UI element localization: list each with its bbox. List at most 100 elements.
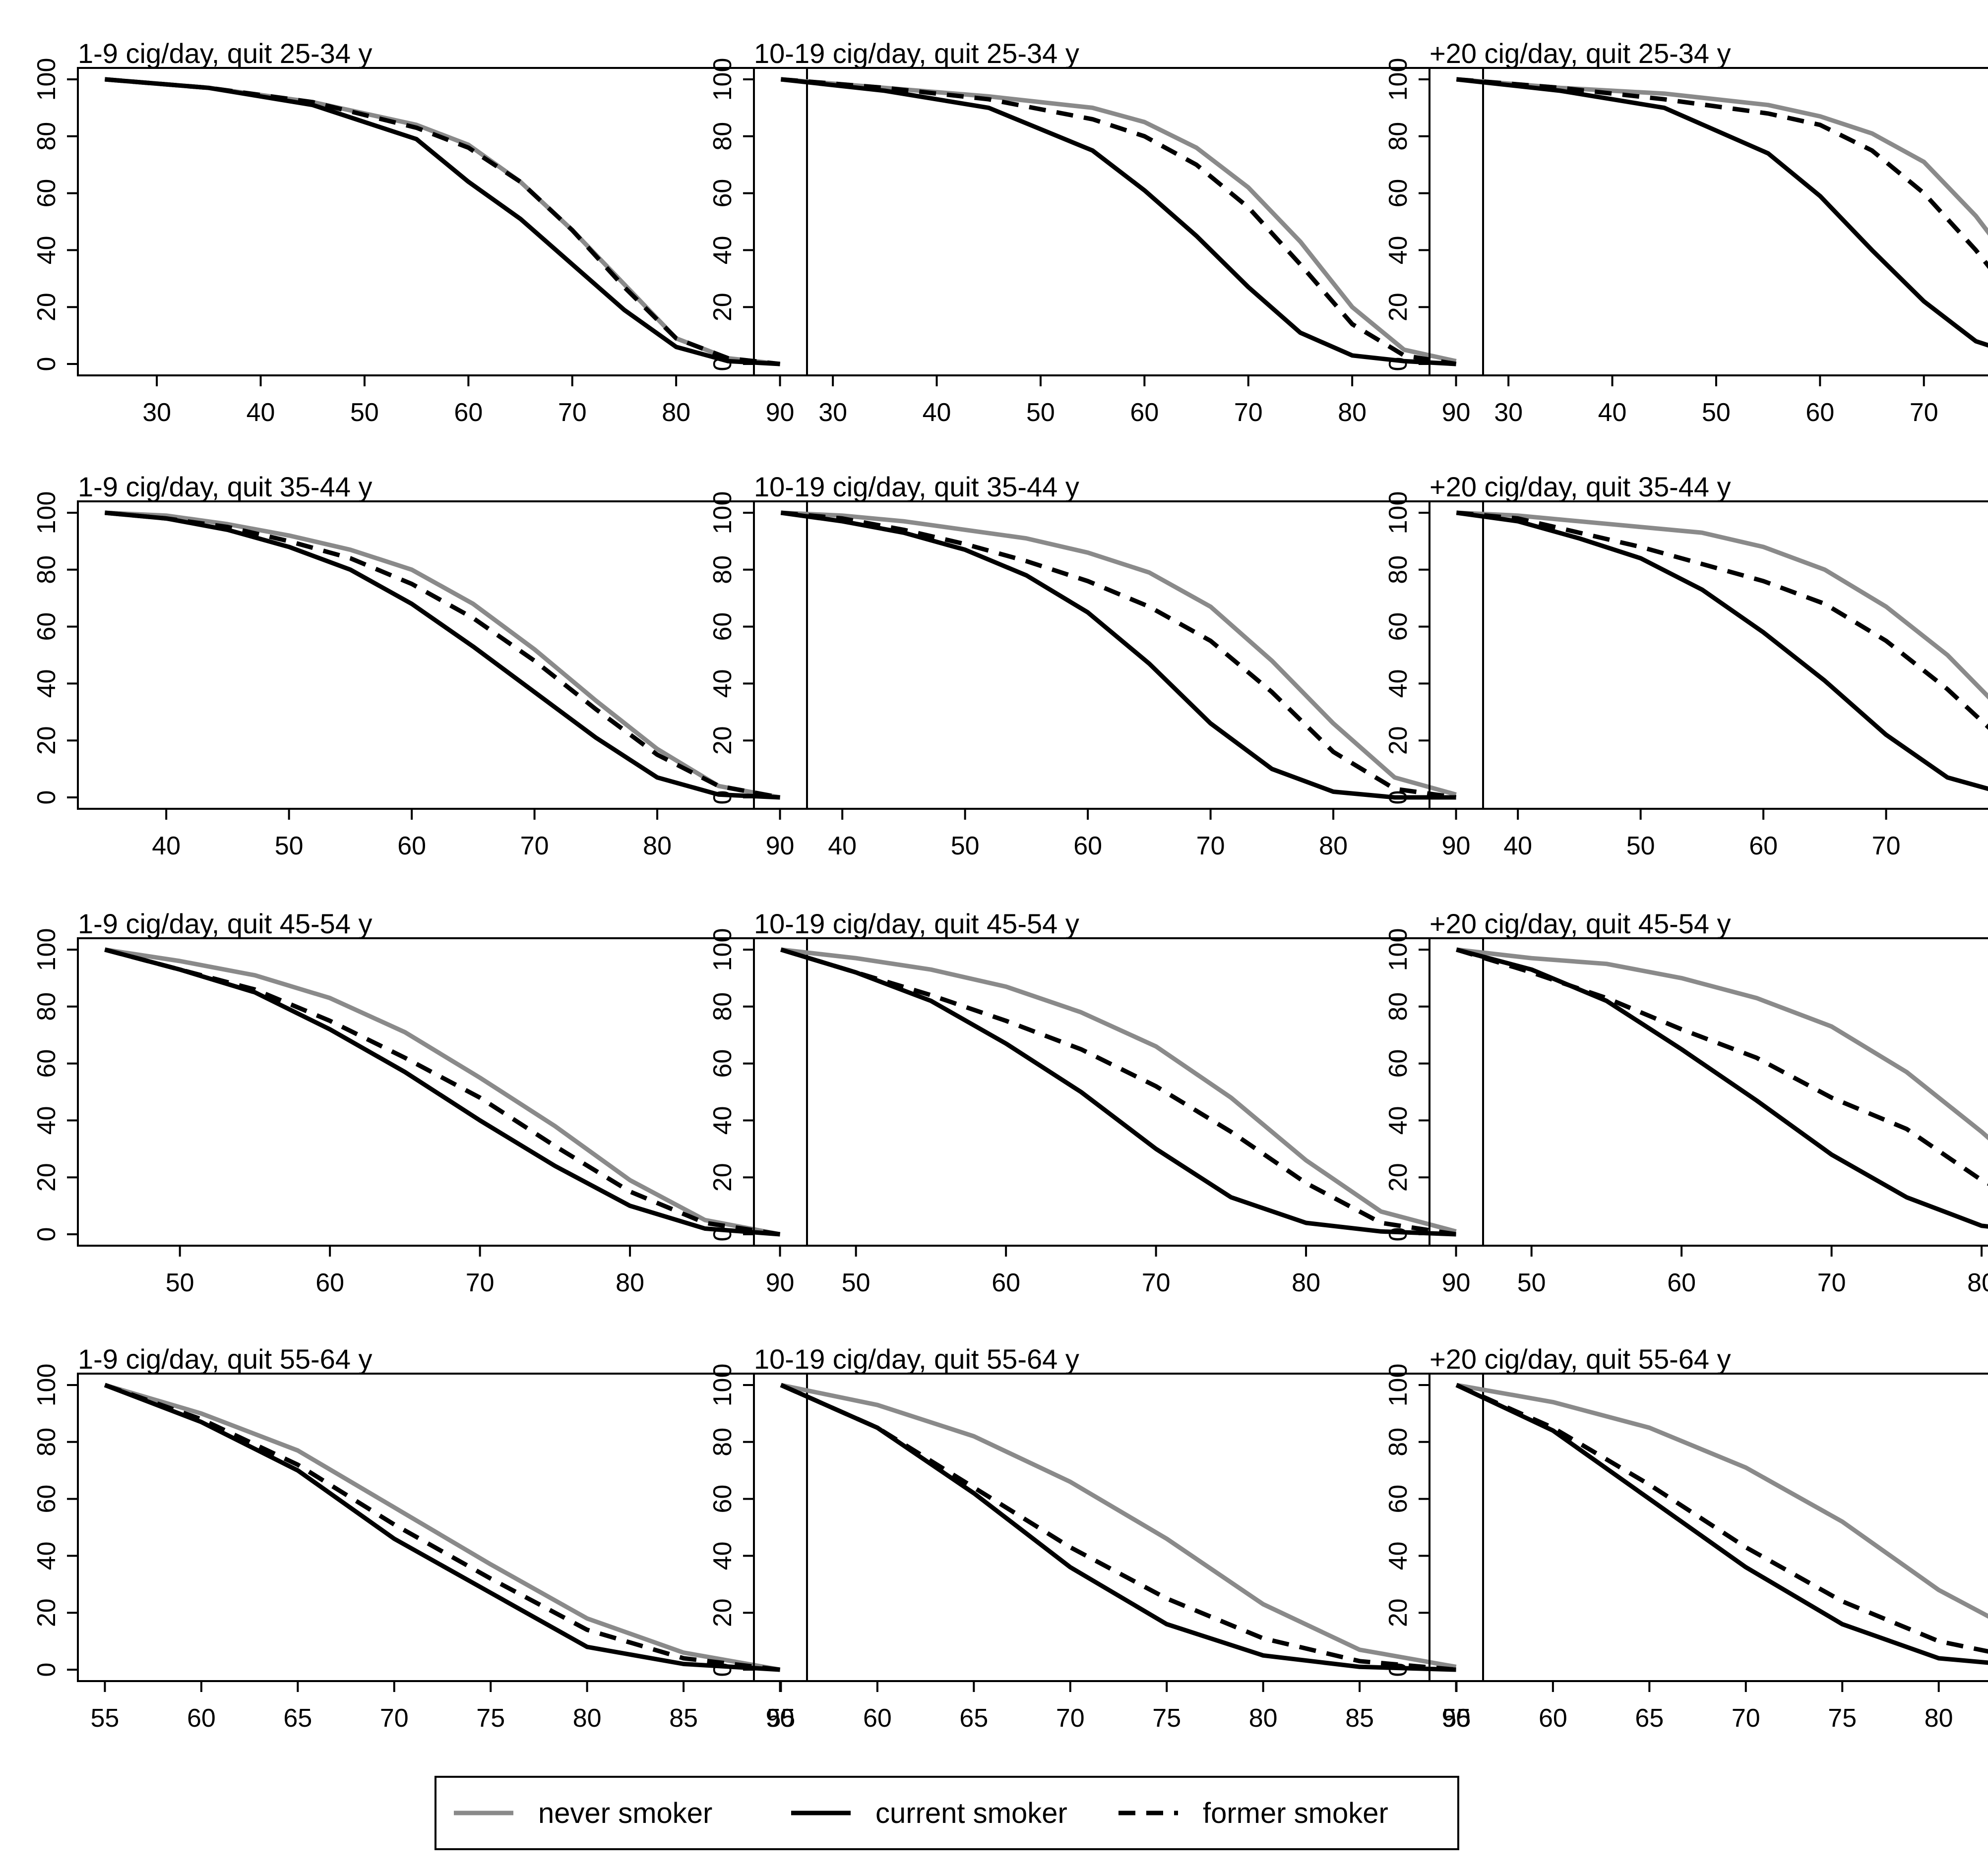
y-tick-label: 0 [708,357,737,371]
x-tick-label: 40 [152,832,181,860]
series-line-current [104,510,780,800]
x-tick-label: 60 [454,398,483,427]
y-tick-label: 20 [32,726,61,755]
y-tick-label: 60 [1384,1049,1413,1078]
plot-frame [1429,500,1988,810]
y-tick-label: 40 [32,669,61,698]
x-tick-label: 40 [1598,398,1627,427]
series-line-never [780,947,1457,1234]
panel-10: 1-9 cig/day, quit 55-64 y 55 60 65 70 75 80 85 9… [32,1343,808,1733]
y-tick-label: 80 [708,122,737,151]
y-tick-label: 80 [1384,122,1413,151]
series-line-current [105,77,780,366]
series-line-never [1456,510,1988,700]
series-line-former [1456,510,1988,730]
x-tick-label: 50 [1626,832,1655,860]
x-tick-label: 90 [1442,1704,1471,1733]
plot-frame [753,1373,1484,1682]
plot-frame [1429,937,1988,1247]
series-line-never [781,77,1457,363]
y-tick-label: 0 [32,1663,61,1677]
panel-title: 1-9 cig/day, quit 25-34 y [78,38,373,69]
y-tick-label: 80 [708,1428,737,1456]
panel-title: 10-19 cig/day, quit 25-34 y [754,38,1079,69]
x-tick-label: 90 [766,832,795,860]
x-tick-label: 60 [1749,832,1778,860]
series-line-former [105,77,781,366]
y-tick-label: 40 [708,669,737,698]
series-line-former [104,1383,781,1672]
legend-label-former: former smoker [1203,1797,1388,1829]
panel-title: 1-9 cig/day, quit 55-64 y [78,1343,373,1375]
x-tick-label: 80 [1319,832,1348,860]
x-tick-label: 30 [818,398,847,427]
plot-frame [77,937,808,1247]
y-tick-label: 80 [1384,555,1413,584]
x-tick-label: 80 [573,1704,602,1733]
x-tick-label: 70 [1732,1704,1760,1733]
y-tick-label: 0 [32,790,61,805]
x-tick-label: 50 [275,832,304,860]
y-tick-label: 60 [708,1485,737,1513]
x-tick-label: 60 [1130,398,1159,427]
x-tick-label: 70 [1872,832,1901,860]
x-tick-label: 60 [863,1704,892,1733]
legend-label-current: current smoker [875,1797,1067,1829]
series-line-former [780,1383,1456,1672]
x-tick-label: 80 [662,398,690,427]
panel-title: 10-19 cig/day, quit 45-54 y [754,908,1079,939]
y-tick-label: 100 [32,58,61,101]
y-tick-label: 80 [1384,1428,1413,1456]
y-tick-label: 60 [32,1049,61,1078]
y-tick-label: 60 [32,179,61,208]
series-line-never [780,1383,1457,1669]
plot-frame [77,67,808,376]
legend-box [435,1776,1459,1850]
x-tick-label: 50 [350,398,379,427]
x-tick-label: 70 [466,1268,495,1297]
y-tick-label: 60 [32,1485,61,1513]
y-tick-label: 0 [1384,790,1413,805]
x-tick-label: 80 [1925,1704,1953,1733]
y-tick-label: 80 [708,555,737,584]
x-tick-label: 60 [1805,398,1834,427]
y-tick-label: 60 [32,612,61,641]
series-line-former [780,947,1457,1237]
panel-title: 1-9 cig/day, quit 35-44 y [78,471,373,502]
y-tick-label: 20 [1384,1598,1413,1627]
x-tick-label: 60 [1539,1704,1567,1733]
panel-title: +20 cig/day, quit 55-64 y [1429,1343,1731,1375]
x-tick-label: 80 [616,1268,644,1297]
series-line-current [104,1383,780,1672]
y-tick-label: 100 [1384,491,1413,535]
x-tick-label: 70 [558,398,587,427]
y-tick-label: 40 [708,1541,737,1570]
x-tick-label: 50 [842,1268,870,1297]
y-tick-label: 0 [32,1227,61,1242]
x-tick-label: 40 [923,398,951,427]
y-tick-label: 0 [708,1227,737,1242]
y-tick-label: 40 [1384,236,1413,264]
y-tick-label: 20 [708,1598,737,1627]
y-tick-label: 100 [1384,928,1413,971]
panel-title: 1-9 cig/day, quit 45-54 y [78,908,373,939]
panel-4: 1-9 cig/day, quit 35-44 y 40 50 60 70 80 90 0 20… [32,471,808,860]
y-tick-label: 40 [32,236,61,264]
x-tick-label: 80 [1967,1268,1988,1297]
x-tick-label: 70 [1910,398,1938,427]
plot-frame [77,1373,808,1682]
x-tick-label: 40 [247,398,275,427]
x-tick-label: 40 [828,832,857,860]
x-tick-label: 50 [166,1268,194,1297]
y-tick-label: 60 [1384,179,1413,208]
x-tick-label: 70 [1056,1704,1085,1733]
panel-11: 10-19 cig/day, quit 55-64 y 55 60 65 70 75 80 8… [708,1343,1484,1733]
panel-8: 10-19 cig/day, quit 45-54 y 50 60 70 80 90 0 20… [708,908,1484,1297]
y-tick-label: 100 [32,928,61,971]
series-line-current [780,510,1456,800]
series-line-never [1456,1383,1988,1619]
panel-title: 10-19 cig/day, quit 55-64 y [754,1343,1079,1375]
y-tick-label: 40 [1384,1106,1413,1135]
y-tick-label: 80 [32,1428,61,1456]
